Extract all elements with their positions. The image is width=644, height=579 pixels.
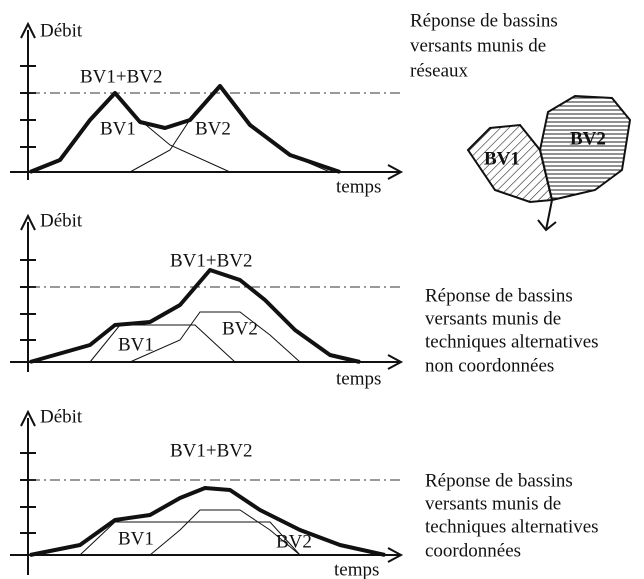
description: techniques alternatives <box>425 331 599 352</box>
bv1-label: BV1 <box>118 528 154 549</box>
description: réseaux <box>410 60 469 81</box>
bv2-label: BV2 <box>276 531 312 552</box>
description: versants munis de <box>410 35 546 56</box>
bv1-curve <box>80 522 300 555</box>
bv2-label: BV2 <box>195 118 231 139</box>
sum-label: BV1+BV2 <box>170 440 253 461</box>
description: Réponse de bassins <box>410 10 558 31</box>
bv1-label: BV1 <box>118 334 154 355</box>
y-axis-label: Débit <box>40 210 83 231</box>
description: versants munis de <box>425 308 561 329</box>
sum-label: BV1+BV2 <box>80 66 163 87</box>
description: non coordonnées <box>425 355 554 376</box>
sum-curve <box>30 270 360 362</box>
y-axis-label: Débit <box>40 406 83 427</box>
description: versants munis de <box>425 493 561 514</box>
description: Réponse de bassins <box>425 285 573 306</box>
bv2-label: BV2 <box>222 318 258 339</box>
bv1-label: BV1 <box>100 118 136 139</box>
bv1-curve <box>90 325 235 362</box>
sum-curve <box>30 86 340 172</box>
x-axis-label: temps <box>334 559 379 579</box>
sum-label: BV1+BV2 <box>170 250 253 271</box>
description: coordonnées <box>425 540 521 561</box>
panel-1: Débit temps BV1+BV2 BV1 BV2 Réponse de b… <box>10 10 630 230</box>
diagram: Débit temps BV1+BV2 BV1 BV2 Réponse de b… <box>0 0 644 579</box>
x-axis-label: temps <box>336 176 381 197</box>
description: Réponse de bassins <box>425 470 573 491</box>
basin-label: BV1 <box>484 148 520 169</box>
basin-label: BV2 <box>570 128 606 149</box>
y-axis-label: Débit <box>40 20 83 41</box>
panel-2: Débit temps BV1+BV2 BV1 BV2 Réponse de b… <box>10 210 599 389</box>
x-axis-label: temps <box>336 368 381 389</box>
description: techniques alternatives <box>425 516 599 537</box>
panel-3: Débit temps BV1+BV2 BV1 BV2 Réponse de b… <box>10 406 599 579</box>
